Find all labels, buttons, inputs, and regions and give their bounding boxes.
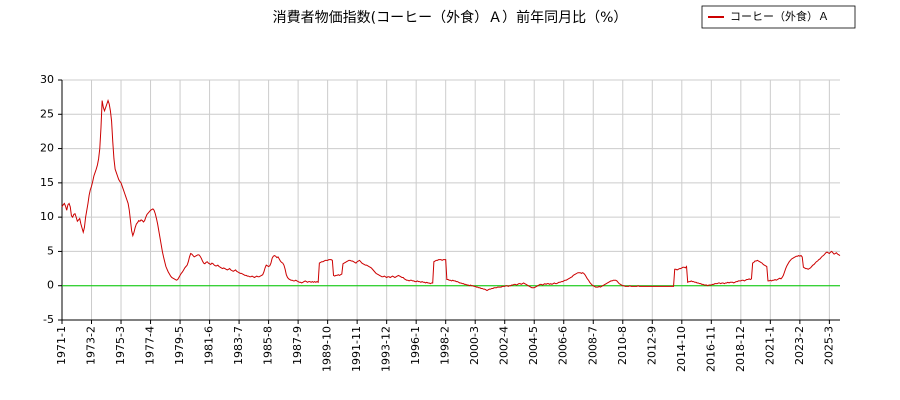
x-tick-label: 1998-2 <box>439 326 452 365</box>
y-tick-label: -5 <box>43 313 54 326</box>
x-tick-label: 2016-11 <box>704 326 717 372</box>
x-tick-label: 1971-1 <box>55 326 68 365</box>
line-series <box>61 99 841 292</box>
x-tick-label: 2018-12 <box>734 326 747 372</box>
x-tick-label: 1981-6 <box>203 326 216 365</box>
x-tick-label: 1989-10 <box>321 326 334 372</box>
x-tick-label: 2023-2 <box>793 326 806 365</box>
x-tick-label: 2014-10 <box>675 326 688 372</box>
y-tick-label: 20 <box>40 142 54 155</box>
x-tick-label: 2010-8 <box>616 326 629 365</box>
x-tick-label: 2008-7 <box>586 326 599 365</box>
y-tick-label: 15 <box>40 176 54 189</box>
x-tick-label: 2006-6 <box>557 326 570 365</box>
plot-area <box>61 99 841 292</box>
x-tick-label: 1979-5 <box>173 326 186 365</box>
x-tick-label: 1991-11 <box>350 326 363 372</box>
legend: コーヒー（外食）Ａ <box>701 5 856 29</box>
x-tick-label: 2002-4 <box>498 326 511 365</box>
x-tick-label: 2000-3 <box>468 326 481 365</box>
y-tick-label: 10 <box>40 210 54 223</box>
chart-title: 消費者物価指数(コーヒー（外食）Ａ）前年同月比（%） <box>273 9 628 26</box>
x-tick-label: 1973-2 <box>85 326 98 365</box>
y-tick-label: 0 <box>47 279 54 292</box>
x-tick-label: 1987-9 <box>291 326 304 365</box>
x-tick-label: 1993-12 <box>380 326 393 372</box>
x-tick-label: 2025-3 <box>822 326 835 365</box>
x-tick-label: 1983-7 <box>232 326 245 365</box>
legend-box <box>701 5 856 29</box>
y-tick-label: 5 <box>47 244 54 257</box>
y-tick-label: 25 <box>40 107 54 120</box>
x-tick-label: 1977-4 <box>144 326 157 365</box>
x-tick-label: 2012-9 <box>645 326 658 365</box>
y-tick-label: 30 <box>40 73 54 86</box>
x-tick-label: 2021-1 <box>763 326 776 365</box>
legend-label: コーヒー（外食）Ａ <box>730 9 829 23</box>
x-tick-label: 2004-5 <box>527 326 540 365</box>
grid: -5 0 5 10 15 20 25 30 1971-1 1973-2 1975-3 1977-4 19… <box>40 73 840 372</box>
x-tick-label: 1996-1 <box>409 326 422 365</box>
x-tick-label: 1975-3 <box>114 326 127 365</box>
x-tick-label: 1985-8 <box>262 326 275 365</box>
